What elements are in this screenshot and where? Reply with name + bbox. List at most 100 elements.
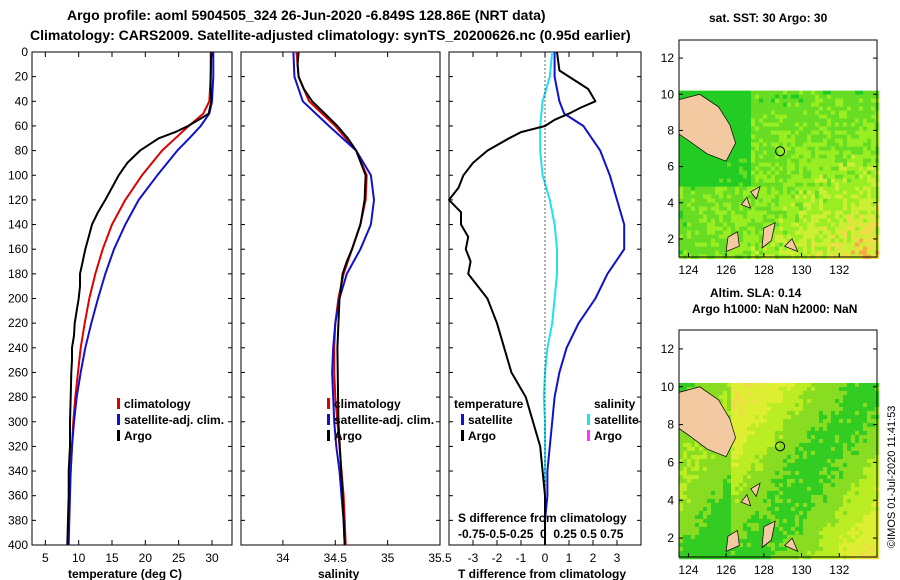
map-cell (691, 166, 696, 171)
map-cell (715, 482, 720, 488)
map-cell (723, 222, 728, 227)
map-cell (791, 134, 796, 139)
map-cell (707, 202, 712, 207)
map-cell (727, 106, 732, 111)
map-cell (863, 506, 868, 512)
map-cell (719, 230, 724, 235)
map-cell (683, 150, 688, 155)
map-cell (763, 142, 768, 147)
x-tick-label: 2 (590, 551, 597, 565)
map-cell (699, 546, 704, 552)
map-cell (863, 154, 868, 159)
map-cell (859, 206, 864, 211)
map-cell (819, 134, 824, 139)
map-cell (863, 542, 868, 548)
map-cell (711, 526, 716, 532)
map-cell (863, 122, 868, 127)
map-cell (823, 386, 828, 392)
map-cell (731, 482, 736, 488)
map-cell (823, 166, 828, 171)
map-cell (751, 94, 756, 99)
map-cell (815, 182, 820, 187)
map-cell (735, 170, 740, 175)
map-cell (715, 498, 720, 504)
map-cell (775, 222, 780, 227)
map-cell (819, 534, 824, 540)
map-cell (831, 458, 836, 464)
map-cell (699, 474, 704, 480)
map-cell (767, 386, 772, 392)
map-cell (763, 470, 768, 476)
map-cell (815, 502, 820, 508)
map-cell (871, 234, 876, 239)
map-cell (783, 406, 788, 412)
map-cell (783, 438, 788, 444)
map-cell (787, 390, 792, 396)
map-cell (863, 390, 868, 396)
map-cell (683, 230, 688, 235)
map-cell (755, 494, 760, 500)
map-cell (727, 406, 732, 412)
map-cell (747, 466, 752, 472)
map-cell (759, 382, 764, 388)
map-cell (683, 214, 688, 219)
map-cell (687, 214, 692, 219)
map-cell (855, 538, 860, 544)
map-cell (755, 454, 760, 460)
map-cell (847, 90, 852, 95)
map-cell (867, 190, 872, 195)
map-cell (855, 102, 860, 107)
map-cell (831, 234, 836, 239)
map-cell (823, 114, 828, 119)
map-cell (771, 146, 776, 151)
map-cell (783, 90, 788, 95)
map-cell (759, 118, 764, 123)
difference-panel: -3 -2 -1 0 1 2 3 T difference from climatology… (448, 51, 642, 580)
map-cell (767, 126, 772, 131)
map-cell (715, 170, 720, 175)
map-cell (863, 546, 868, 552)
map-cell (679, 214, 684, 219)
map-cell (863, 182, 868, 187)
map-cell (751, 470, 756, 476)
map-cell (831, 406, 836, 412)
map-cell (779, 90, 784, 95)
map-cell (863, 166, 868, 171)
map-cell (827, 222, 832, 227)
map-cell (847, 462, 852, 468)
map-cell (731, 418, 736, 424)
map-cell (707, 182, 712, 187)
map-cell (723, 518, 728, 524)
map-cell (839, 198, 844, 203)
map-cell (727, 158, 732, 163)
map-cell (859, 242, 864, 247)
map-cell (687, 482, 692, 488)
map-cell (795, 246, 800, 251)
map-cell (795, 382, 800, 388)
map-cell (687, 142, 692, 147)
map-cell (699, 466, 704, 472)
map-cell (775, 550, 780, 556)
map-cell (831, 194, 836, 199)
map-cell (731, 110, 736, 115)
map-cell (819, 450, 824, 456)
map-cell (779, 546, 784, 552)
map-cell (771, 402, 776, 408)
map-cell (779, 430, 784, 436)
map-cell (803, 122, 808, 127)
map-cell (779, 498, 784, 504)
map-cell (855, 90, 860, 95)
map-cell (851, 394, 856, 400)
map-cell (851, 546, 856, 552)
map-cell (863, 94, 868, 99)
map-cell (747, 126, 752, 131)
map-cell (823, 410, 828, 416)
map-cell (819, 198, 824, 203)
map-cell (679, 166, 684, 171)
map-cell (863, 150, 868, 155)
land-mass (740, 493, 752, 507)
map-cell (735, 422, 740, 428)
map-cell (703, 522, 708, 528)
x-tick-label: 34.5 (324, 551, 348, 565)
map-cell (863, 410, 868, 416)
